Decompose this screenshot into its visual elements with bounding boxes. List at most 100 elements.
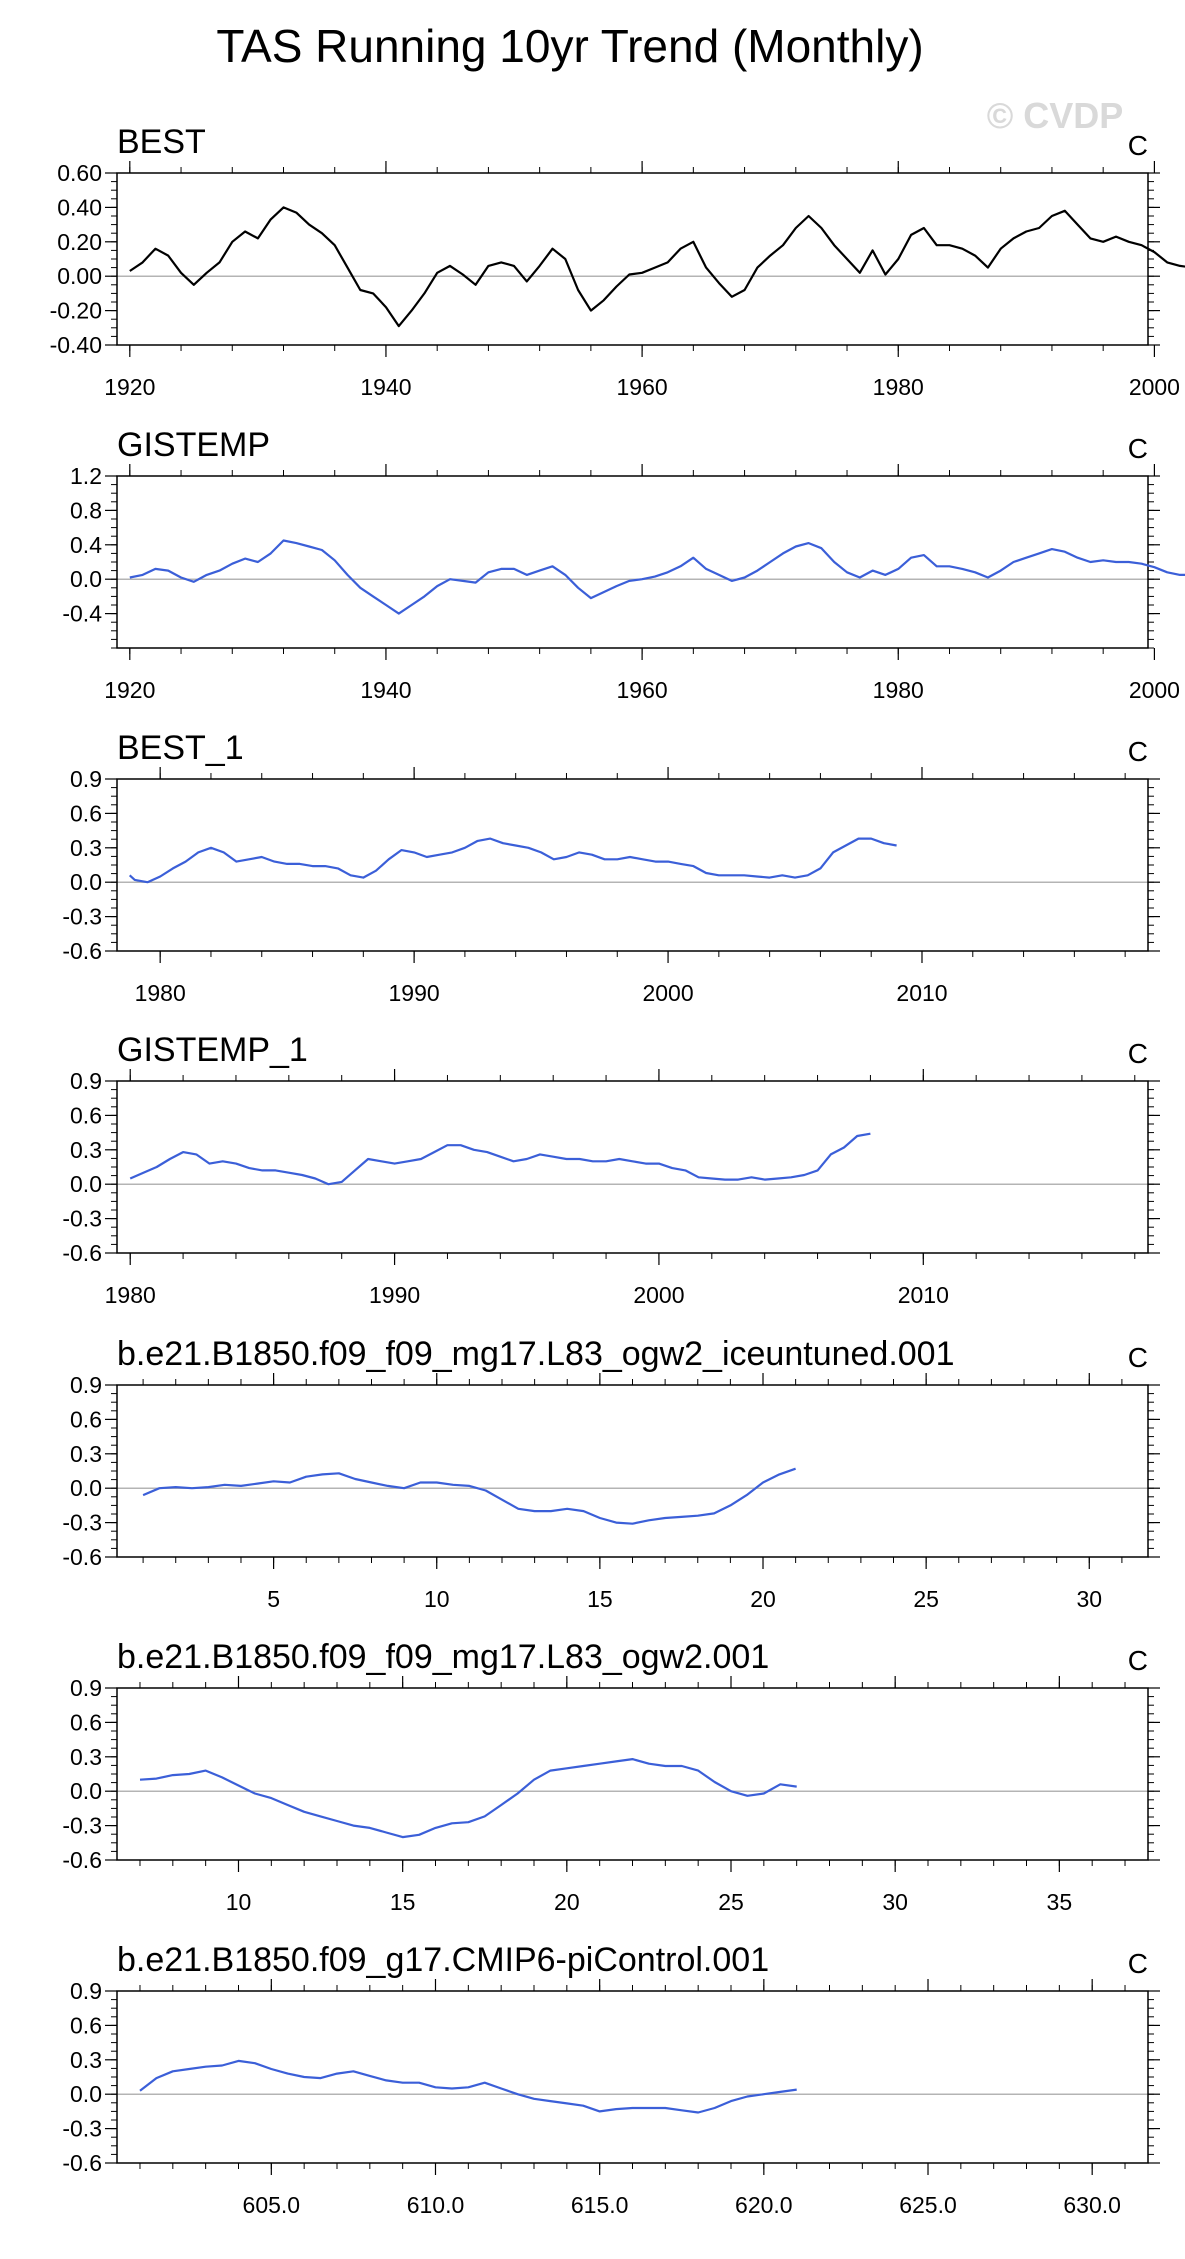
ytick-label: -0.6 (62, 938, 102, 964)
xtick-label: 2010 (896, 980, 947, 1006)
ytick-label: 0.9 (70, 1978, 102, 2004)
xtick-label: 605.0 (243, 2192, 301, 2218)
watermark: © CVDP (987, 95, 1124, 136)
ytick-label: 0.6 (70, 1406, 102, 1432)
series-line (129, 539, 1185, 615)
series-line (128, 837, 897, 884)
xtick-label: 1920 (104, 374, 155, 400)
series-line (139, 1757, 797, 1839)
xtick-label: 1990 (389, 980, 440, 1006)
panel-title: BEST (117, 123, 206, 161)
units-label: C (1128, 736, 1148, 767)
ytick-label: 0.0 (70, 869, 102, 895)
ytick-label: 0.0 (70, 1475, 102, 1501)
xtick-label: 30 (882, 1889, 908, 1915)
xtick-label: 625.0 (899, 2192, 957, 2218)
units-label: C (1128, 1948, 1148, 1979)
ytick-label: -0.3 (62, 904, 102, 930)
ytick-label: 0.60 (57, 160, 102, 186)
xtick-label: 1990 (369, 1282, 420, 1308)
units-label: C (1128, 433, 1148, 464)
plot-frame (116, 778, 1149, 952)
ytick-label: 0.3 (70, 1441, 102, 1467)
ytick-label: 0.40 (57, 194, 102, 220)
xtick-label: 25 (913, 1586, 939, 1612)
units-label: C (1128, 1342, 1148, 1373)
xtick-label: 1980 (135, 980, 186, 1006)
xtick-label: 1960 (617, 374, 668, 400)
ytick-label: -0.4 (62, 601, 102, 627)
ytick-label: -0.6 (62, 1240, 102, 1266)
xtick-label: 15 (587, 1586, 613, 1612)
ytick-label: 0.0 (70, 2081, 102, 2107)
xtick-label: 2000 (642, 980, 693, 1006)
series-line (129, 1132, 871, 1186)
xtick-label: 25 (718, 1889, 744, 1915)
xtick-label: 630.0 (1063, 2192, 1121, 2218)
ytick-label: -0.6 (62, 1847, 102, 1873)
ytick-label: 0.3 (70, 1137, 102, 1163)
ytick-label: 0.6 (70, 1709, 102, 1735)
ytick-label: -0.20 (50, 298, 102, 324)
xtick-label: 10 (424, 1586, 450, 1612)
xtick-label: 1980 (873, 374, 924, 400)
plot-frame (116, 475, 1149, 649)
panel-title: b.e21.B1850.f09_f09_mg17.L83_ogw2_iceunt… (117, 1335, 955, 1373)
series-line (129, 206, 1185, 328)
xtick-label: 35 (1047, 1889, 1073, 1915)
xtick-label: 1980 (105, 1282, 156, 1308)
ytick-label: -0.3 (62, 1510, 102, 1536)
ytick-label: -0.3 (62, 1206, 102, 1232)
plot-frame (116, 1990, 1149, 2164)
ytick-label: 0.4 (70, 532, 102, 558)
xtick-label: 10 (226, 1889, 252, 1915)
panel-2: GISTEMP C -0.4 0.0 0.4 0.8 1.2 1920 1940 1960 1980… (62, 426, 1185, 703)
xtick-label: 1940 (360, 374, 411, 400)
ytick-label: 1.2 (70, 463, 102, 489)
ytick-label: 0.9 (70, 1675, 102, 1701)
xtick-label: 30 (1076, 1586, 1102, 1612)
units-label: C (1128, 1645, 1148, 1676)
ytick-label: -0.3 (62, 2116, 102, 2142)
xtick-label: 5 (267, 1586, 280, 1612)
plot-frame (116, 1080, 1149, 1254)
ytick-label: 0.6 (70, 800, 102, 826)
xtick-label: 615.0 (571, 2192, 629, 2218)
xtick-label: 1940 (360, 677, 411, 703)
panel-7: b.e21.B1850.f09_g17.CMIP6-piControl.001 C… (62, 1941, 1160, 2218)
series-line (139, 2059, 797, 2114)
figure-title: TAS Running 10yr Trend (Monthly) (216, 20, 923, 72)
ytick-label: 0.00 (57, 263, 102, 289)
xtick-label: 1980 (873, 677, 924, 703)
units-label: C (1128, 1038, 1148, 1069)
ytick-label: 0.20 (57, 229, 102, 255)
xtick-label: 2000 (1129, 677, 1180, 703)
ytick-label: 0.8 (70, 497, 102, 523)
ytick-label: 0.9 (70, 1372, 102, 1398)
panel-title: GISTEMP (117, 426, 270, 464)
ytick-label: 0.3 (70, 1744, 102, 1770)
xtick-label: 1960 (617, 677, 668, 703)
panel-6: b.e21.B1850.f09_f09_mg17.L83_ogw2.001 C -0… (62, 1638, 1160, 1915)
ytick-label: 0.3 (70, 835, 102, 861)
ytick-label: -0.6 (62, 2150, 102, 2176)
xtick-label: 20 (554, 1889, 580, 1915)
ytick-label: -0.3 (62, 1813, 102, 1839)
panel-title: BEST_1 (117, 729, 244, 767)
ytick-label: 0.0 (70, 1171, 102, 1197)
xtick-label: 20 (750, 1586, 776, 1612)
xtick-label: 2000 (1129, 374, 1180, 400)
series-line (142, 1467, 796, 1525)
xtick-label: 2010 (898, 1282, 949, 1308)
ytick-label: -0.40 (50, 332, 102, 358)
ytick-label: 0.6 (70, 2012, 102, 2038)
panel-4: GISTEMP_1 C -0.6 -0.3 0.0 0.3 0.6 0.9 1980 1990 20… (62, 1031, 1160, 1308)
panel-1: BEST C -0.40 -0.20 0.00 0.20 0.40 0.60 1920 1940 1… (50, 123, 1185, 400)
panel-title: b.e21.B1850.f09_f09_mg17.L83_ogw2.001 (117, 1638, 769, 1676)
panel-3: BEST_1 C -0.6 -0.3 0.0 0.3 0.6 0.9 1980 1990 2000 2… (62, 729, 1160, 1006)
ytick-label: 0.6 (70, 1102, 102, 1128)
panel-5: b.e21.B1850.f09_f09_mg17.L83_ogw2_iceunt… (62, 1335, 1160, 1612)
ytick-label: 0.0 (70, 566, 102, 592)
ytick-label: 0.3 (70, 2047, 102, 2073)
